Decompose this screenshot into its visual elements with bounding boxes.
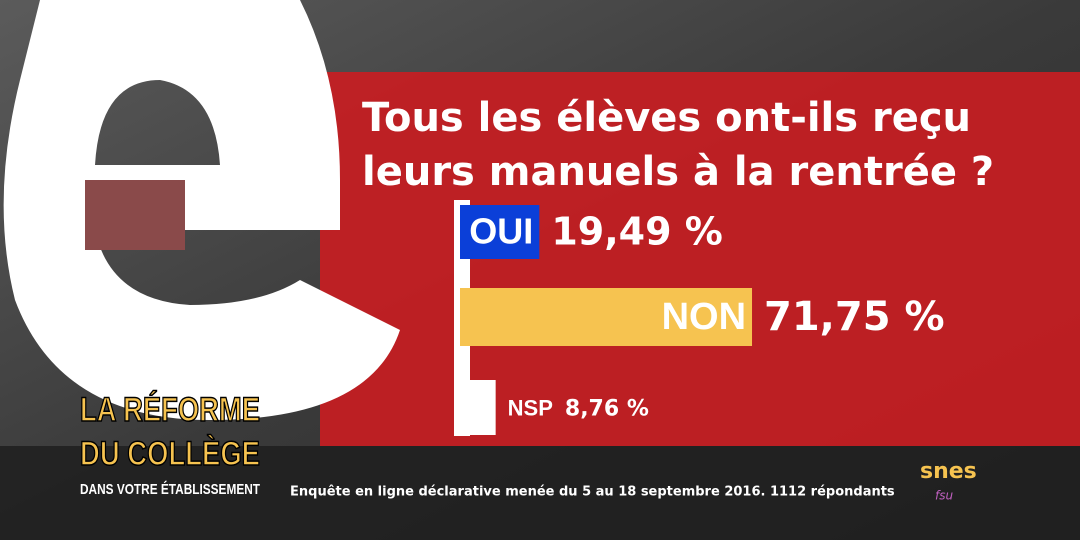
- value-label: 8,76 %: [565, 397, 649, 422]
- category-label: OUI: [469, 211, 533, 252]
- bar: [460, 205, 540, 259]
- campaign-line: DU COLLÈGE: [80, 435, 260, 473]
- logo-letter: [3, 0, 401, 420]
- category-label: NON: [662, 296, 746, 338]
- logo-sub: fsu: [935, 489, 953, 503]
- bar: [460, 288, 753, 346]
- chart-title: Tous les élèves ont-ils reçu: [362, 95, 971, 141]
- red-band: [320, 72, 1080, 446]
- logo: snes: [920, 459, 977, 484]
- footer-band: [0, 446, 1080, 540]
- footnote: Enquête en ligne déclarative menée du 5 …: [290, 485, 895, 500]
- campaign-line: LA RÉFORME: [80, 391, 260, 429]
- chart-title: leurs manuels à la rentrée ?: [362, 149, 994, 195]
- value-label: 19,49 %: [551, 210, 723, 254]
- category-label: NSP: [508, 395, 553, 420]
- value-label: 71,75 %: [764, 294, 945, 340]
- bar: [460, 380, 496, 435]
- campaign-sub: DANS VOTRE ÉTABLISSEMENT: [80, 481, 260, 498]
